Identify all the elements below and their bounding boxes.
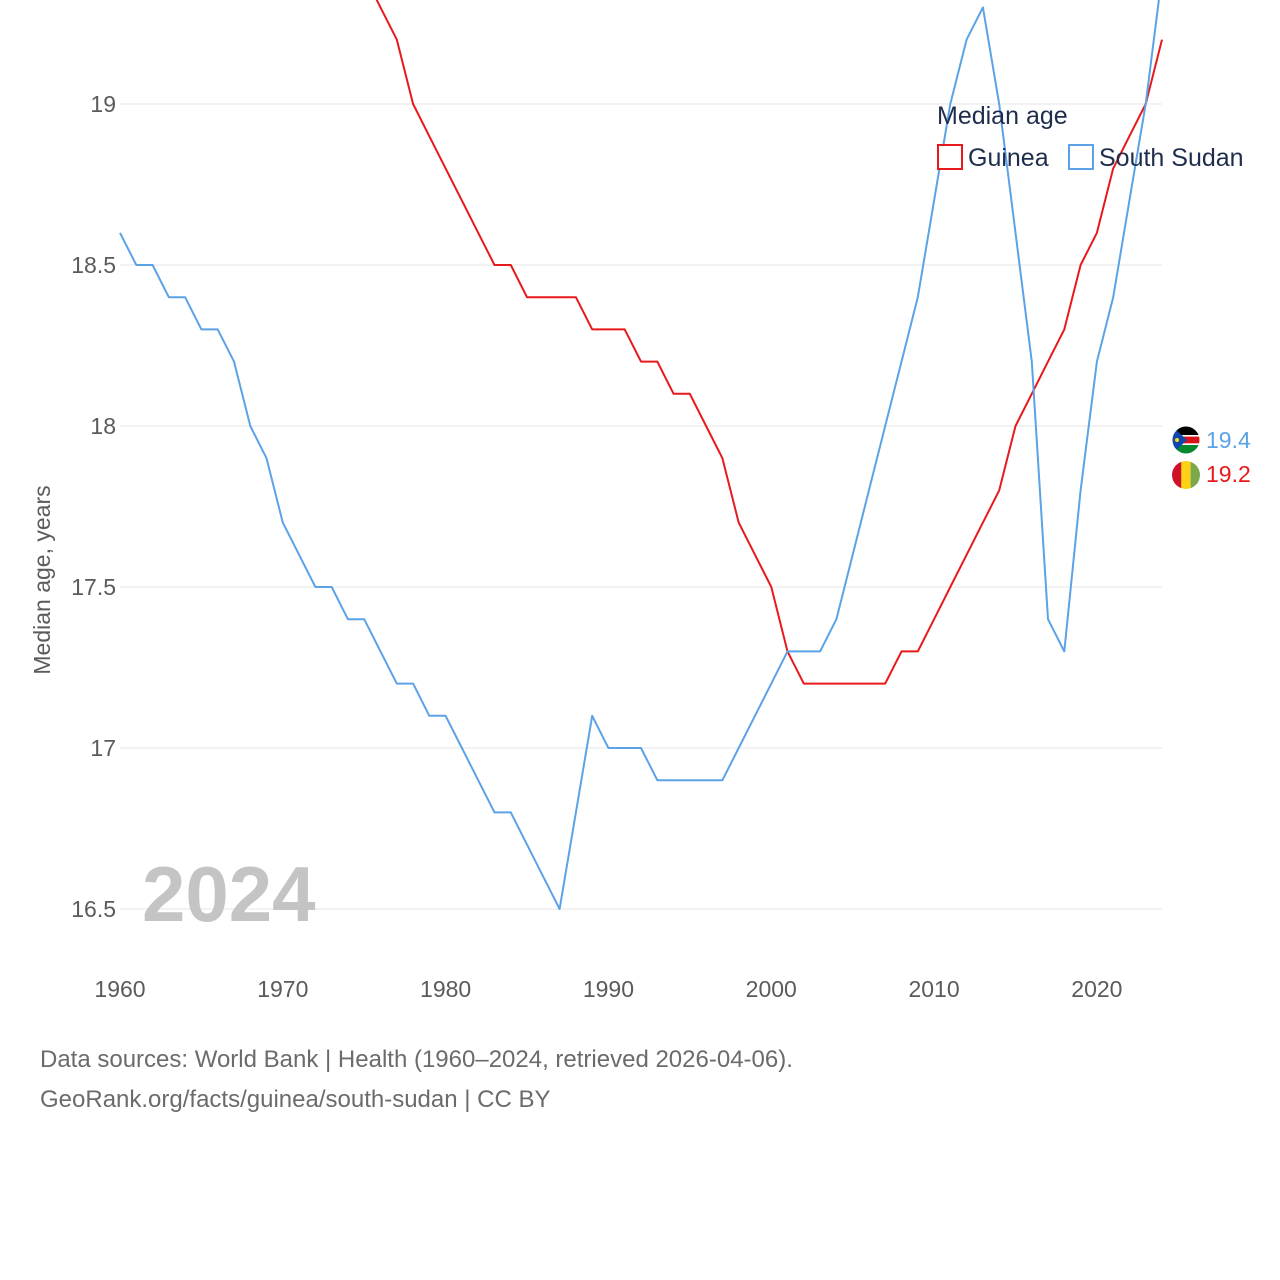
- source-line-2: GeoRank.org/facts/guinea/south-sudan | C…: [40, 1086, 551, 1113]
- legend-swatch-south-sudan[interactable]: [1068, 144, 1094, 170]
- series-line-guinea[interactable]: [120, 0, 1163, 685]
- x-tick-label: 2020: [1071, 976, 1122, 1002]
- y-axis-title: Median age, years: [29, 485, 55, 674]
- y-tick-label: 17.5: [71, 574, 116, 600]
- legend: Median age Guinea South Sudan: [937, 102, 1244, 172]
- x-tick-label: 1970: [257, 976, 308, 1002]
- south-sudan-flag-ring: [1171, 425, 1201, 455]
- end-label-guinea: 19.2: [1206, 461, 1251, 487]
- y-tick-label: 18: [90, 413, 116, 439]
- legend-swatch-guinea[interactable]: [937, 144, 963, 170]
- legend-title: Median age: [937, 102, 1068, 130]
- series-line-south-sudan[interactable]: [119, 0, 1162, 910]
- y-tick-label: 18.5: [71, 252, 116, 278]
- gridlines: [120, 103, 1162, 910]
- x-tick-label: 1960: [94, 976, 145, 1002]
- year-label: 2024: [142, 850, 316, 938]
- x-tick-labels: 1960 1970 1980 1990 2000 2010 2020: [94, 976, 1122, 1002]
- end-label-south-sudan: 19.4: [1206, 427, 1251, 453]
- y-tick-label: 16.5: [71, 896, 116, 922]
- x-tick-label: 1980: [420, 976, 471, 1002]
- x-tick-label: 2000: [746, 976, 797, 1002]
- x-tick-label: 1990: [583, 976, 634, 1002]
- source-line-1: Data sources: World Bank | Health (1960–…: [40, 1046, 793, 1073]
- y-tick-label: 17: [90, 735, 116, 761]
- legend-label-south-sudan[interactable]: South Sudan: [1099, 144, 1244, 172]
- end-markers: 19.4 19.2: [1171, 425, 1251, 489]
- series-lines: [119, 0, 1163, 910]
- guinea-flag-icon: [1172, 461, 1200, 489]
- south-sudan-flag-icon: [1172, 426, 1200, 454]
- legend-label-guinea[interactable]: Guinea: [968, 144, 1049, 172]
- y-tick-label: 19: [90, 91, 116, 117]
- x-tick-label: 2010: [908, 976, 959, 1002]
